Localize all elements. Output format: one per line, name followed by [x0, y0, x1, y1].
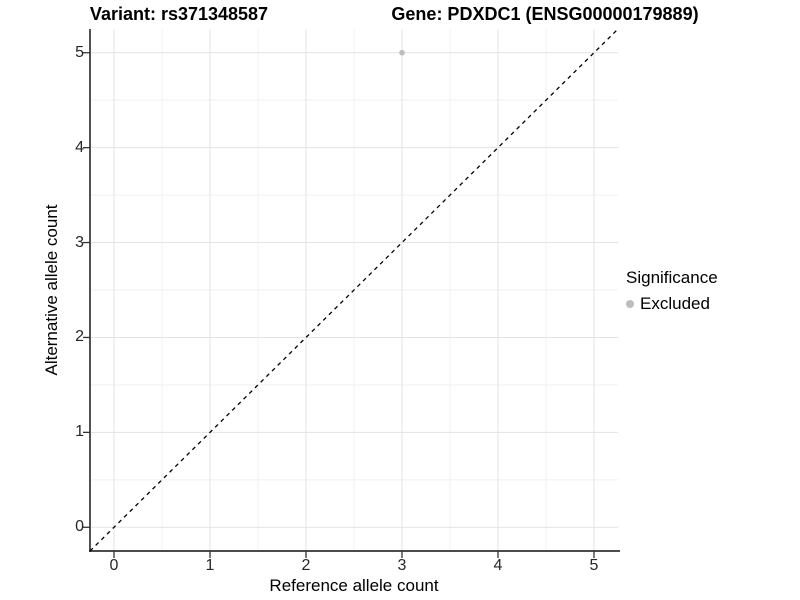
legend: Significance Excluded	[626, 268, 718, 314]
x-tick-label: 2	[301, 557, 311, 574]
x-tick-label: 4	[493, 557, 503, 574]
y-tick-label: 1	[75, 423, 84, 441]
excluded-point-icon	[626, 300, 634, 308]
legend-title: Significance	[626, 268, 718, 287]
y-tick-label: 0	[75, 518, 84, 536]
identity-dashed-line	[89, 28, 619, 552]
x-tick-label: 3	[397, 557, 407, 574]
legend-entry-label: Excluded	[640, 294, 710, 313]
y-tick-label: 3	[75, 233, 84, 251]
y-tick-label: 4	[75, 138, 84, 156]
legend-entry-excluded: Excluded	[626, 294, 718, 314]
gene-title: Gene: PDXDC1 (ENSG00000179889)	[391, 4, 699, 24]
variant-title: Variant: rs371348587	[89, 4, 269, 24]
y-tick-label: 5	[75, 43, 84, 61]
x-tick-label: 1	[205, 557, 215, 574]
y-tick-label: 2	[75, 328, 84, 346]
x-axis-title: Reference allele count	[269, 576, 439, 595]
data-point-excluded	[399, 49, 405, 56]
x-tick-label: 5	[589, 557, 599, 574]
y-axis-title: Alternative allele count	[42, 204, 61, 376]
x-tick-label: 0	[109, 557, 119, 574]
